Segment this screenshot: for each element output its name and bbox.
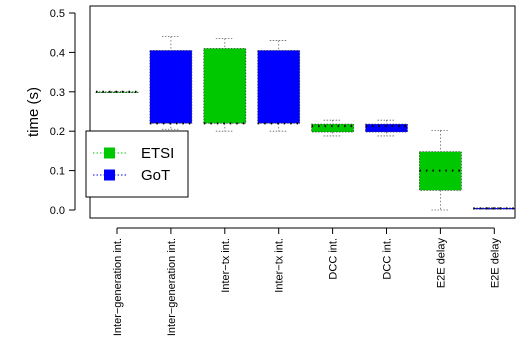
y-tick-label: 0.0 xyxy=(50,205,65,217)
box-4 xyxy=(257,40,301,132)
box-5 xyxy=(311,119,354,137)
box-7 xyxy=(419,130,462,211)
legend-swatch xyxy=(104,169,115,181)
x-tick-label: DCC int. xyxy=(328,238,340,280)
x-tick-label: Inter−generation int. xyxy=(112,238,124,336)
y-axis-label: time (s) xyxy=(25,87,42,137)
x-tick-label: Inter−tx int. xyxy=(220,238,232,293)
x-tick-label: E2E delay xyxy=(435,238,447,289)
legend-entry-etsi: ETSI xyxy=(93,145,174,162)
y-tick-label: 0.4 xyxy=(50,47,65,59)
x-tick-label: DCC int. xyxy=(382,238,394,280)
legend-frame xyxy=(85,130,189,198)
box-8 xyxy=(472,207,516,210)
box-iqr xyxy=(203,48,247,124)
legend-label: ETSI xyxy=(141,145,174,162)
y-tick-label: 0.2 xyxy=(50,126,65,138)
y-tick-label: 0.5 xyxy=(50,8,65,20)
y-tick-label: 0.1 xyxy=(50,166,65,178)
box-iqr xyxy=(149,50,193,124)
y-tick-label: 0.3 xyxy=(50,87,65,99)
plot-frame xyxy=(89,5,516,219)
box-6 xyxy=(365,119,408,137)
legend-entry-got: GoT xyxy=(93,167,170,184)
box-1 xyxy=(95,90,139,93)
box-2 xyxy=(149,36,193,130)
x-tick-label: E2E delay xyxy=(489,238,501,289)
legend-swatch xyxy=(104,147,115,159)
x-tick-label: Inter−tx int. xyxy=(274,238,286,293)
legend: ETSI GoT xyxy=(85,130,189,198)
box-3 xyxy=(203,38,247,132)
box-iqr xyxy=(311,123,354,133)
x-tick-label: Inter−generation int. xyxy=(166,238,178,336)
box-iqr xyxy=(257,50,301,124)
box-iqr xyxy=(365,123,408,133)
legend-label: GoT xyxy=(141,167,170,184)
